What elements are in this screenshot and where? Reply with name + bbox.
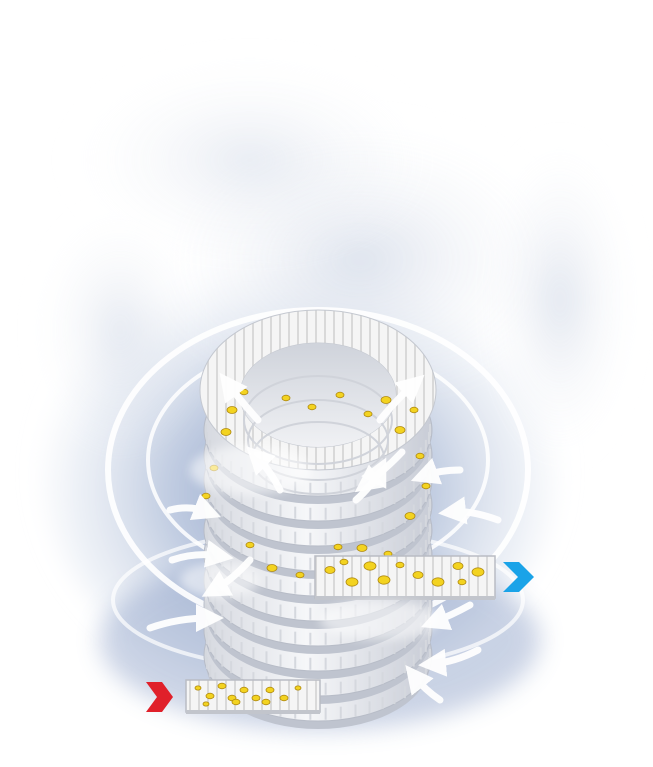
yellow-dot	[279, 694, 289, 702]
yellow-dot	[415, 452, 425, 460]
input-arrow-icon	[146, 682, 173, 712]
white-curved-arrow-icon	[376, 374, 425, 424]
white-curved-arrow-icon	[352, 457, 387, 504]
white-curved-arrow-icon	[146, 604, 224, 633]
input-belt	[185, 679, 321, 714]
yellow-dot	[217, 682, 227, 690]
yellow-dot	[471, 567, 485, 577]
yellow-dot	[335, 391, 345, 399]
spiral-top-face	[199, 309, 437, 495]
yellow-dot	[339, 558, 349, 566]
yellow-dot	[457, 578, 467, 586]
output-belt	[314, 555, 496, 600]
spiral-coil	[199, 309, 437, 729]
yellow-dot	[356, 544, 368, 552]
yellow-dot	[377, 575, 391, 585]
yellow-dot	[295, 571, 305, 579]
yellow-dot	[266, 564, 278, 572]
yellow-dot	[395, 561, 405, 569]
yellow-dot	[205, 692, 215, 700]
white-curved-arrow-icon	[219, 372, 262, 424]
yellow-dot	[431, 577, 445, 587]
yellow-dot	[281, 394, 291, 402]
yellow-dot	[345, 577, 359, 587]
yellow-dot	[220, 428, 232, 436]
output-arrow-icon	[503, 562, 534, 592]
white-curved-arrow-icon	[405, 664, 444, 704]
yellow-dot	[363, 410, 373, 418]
yellow-dot	[421, 482, 431, 490]
yellow-dot	[363, 561, 377, 571]
yellow-dot	[201, 492, 211, 500]
white-curved-arrow-icon	[166, 493, 222, 520]
yellow-dot	[245, 541, 255, 549]
yellow-dot	[202, 701, 210, 707]
yellow-dot	[294, 685, 302, 691]
airflow-arrows	[146, 372, 502, 704]
yellow-dot	[231, 698, 241, 706]
yellow-dot	[404, 512, 416, 520]
yellow-dot	[251, 694, 261, 702]
yellow-dot	[307, 403, 317, 411]
white-curved-arrow-icon	[438, 496, 502, 525]
white-curved-arrow-icon	[418, 646, 482, 677]
yellow-dot	[261, 698, 271, 706]
yellow-dot	[412, 571, 424, 579]
white-curved-arrow-icon	[168, 539, 234, 568]
mist-overlay	[180, 445, 440, 640]
yellow-dot	[452, 562, 464, 570]
yellow-dot	[380, 396, 392, 404]
yellow-dot	[194, 685, 202, 691]
yellow-dot	[409, 406, 419, 414]
yellow-dot	[226, 406, 238, 414]
yellow-dot	[394, 426, 406, 434]
white-curved-arrow-icon	[410, 457, 464, 485]
yellow-dot	[265, 686, 275, 694]
yellow-dot	[239, 388, 249, 396]
yellow-dot	[333, 543, 343, 551]
yellow-dot	[324, 566, 336, 574]
yellow-dot	[239, 686, 249, 694]
